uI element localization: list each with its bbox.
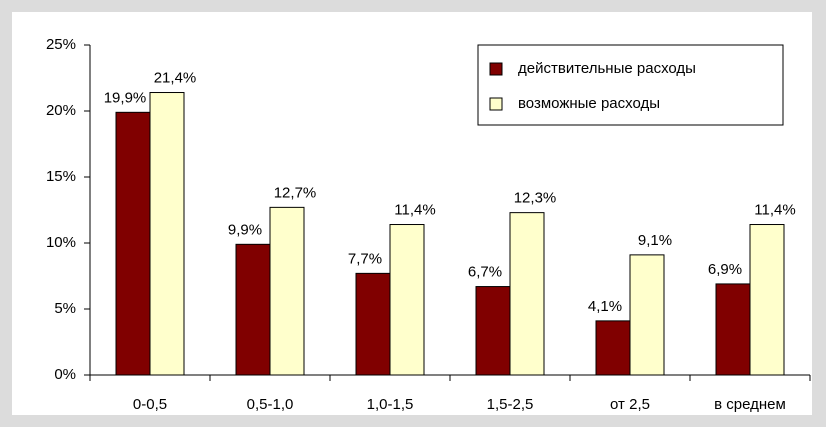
y-tick-label: 15% <box>46 168 76 185</box>
bar <box>115 111 151 376</box>
y-tick-label: 20% <box>46 102 76 119</box>
bar <box>149 92 185 376</box>
legend-label: возможные расходы <box>518 95 660 112</box>
data-label: 12,7% <box>274 184 317 201</box>
y-tick-label: 5% <box>54 300 76 317</box>
data-label: 9,1% <box>638 232 672 249</box>
x-tick-label: 0-0,5 <box>133 396 167 413</box>
x-tick-label: 1,5-2,5 <box>487 396 534 413</box>
bar <box>715 283 751 376</box>
data-label: 6,9% <box>708 261 742 278</box>
data-label: 4,1% <box>588 298 622 315</box>
y-tick-label: 0% <box>54 366 76 383</box>
bar <box>235 243 271 376</box>
bar <box>509 212 545 376</box>
y-tick-label: 10% <box>46 234 76 251</box>
legend-swatch <box>489 97 503 111</box>
data-label: 19,9% <box>104 89 147 106</box>
data-label: 11,4% <box>394 201 435 218</box>
legend-box <box>477 44 784 126</box>
x-tick-label: 1,0-1,5 <box>367 396 414 413</box>
bar <box>595 320 631 376</box>
data-label: 7,7% <box>348 250 382 267</box>
data-label: 9,9% <box>228 221 262 238</box>
bar <box>389 224 425 376</box>
x-tick-label: 0,5-1,0 <box>247 396 294 413</box>
data-label: 21,4% <box>154 69 197 86</box>
legend-swatch <box>489 62 503 76</box>
bar <box>749 224 785 376</box>
bar <box>355 272 391 376</box>
y-tick-label: 25% <box>46 36 76 53</box>
data-label: 11,4% <box>754 201 795 218</box>
legend-label: действительные расходы <box>518 60 696 77</box>
x-tick-label: в среднем <box>714 396 786 413</box>
data-label: 6,7% <box>468 264 502 281</box>
x-tick-label: от 2,5 <box>610 396 650 413</box>
bar <box>269 206 305 376</box>
bar <box>629 254 665 376</box>
data-label: 12,3% <box>514 190 557 207</box>
bar <box>475 286 511 376</box>
